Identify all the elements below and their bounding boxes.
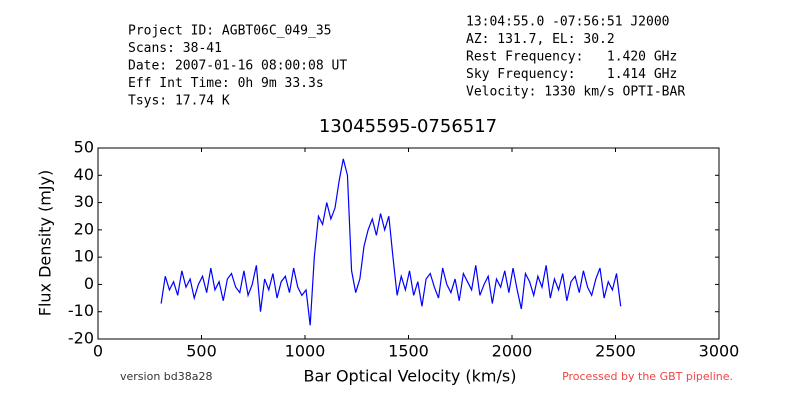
header-line: Scans: 38-41 [128, 41, 222, 56]
header-line: Tsys: 17.74 K [128, 94, 230, 109]
y-tick-label: 30 [74, 192, 94, 211]
y-tick-label: 50 [74, 138, 94, 157]
y-tick-label: 0 [84, 274, 94, 293]
y-tick-label: 20 [74, 219, 94, 238]
version-note: version bd38a28 [120, 370, 213, 383]
header-line: Eff Int Time: 0h 9m 33.3s [128, 76, 324, 91]
x-axis-label: Bar Optical Velocity (km/s) [304, 367, 517, 386]
header-line: Sky Frequency: 1.414 GHz [466, 67, 677, 82]
header-line: 13:04:55.0 -07:56:51 J2000 [466, 15, 670, 30]
header-line: Project ID: AGBT06C_049_35 [128, 24, 332, 39]
plot-frame [97, 147, 720, 340]
y-tick-label: -10 [68, 301, 94, 320]
y-tick-label: 40 [74, 165, 94, 184]
header-line: Date: 2007-01-16 08:00:08 UT [128, 59, 347, 74]
x-tick-label: 1000 [285, 342, 326, 361]
x-tick-label: 500 [186, 342, 217, 361]
x-tick-label: 0 [93, 342, 103, 361]
x-tick-label: 1500 [388, 342, 429, 361]
header-line: Velocity: 1330 km/s OPTI-BAR [466, 85, 685, 100]
x-tick-label: 3000 [699, 342, 740, 361]
chart-title: 13045595-0756517 [319, 116, 497, 137]
x-tick-label: 2000 [492, 342, 533, 361]
y-tick-label: -20 [68, 329, 94, 348]
header-line: AZ: 131.7, EL: 30.2 [466, 32, 615, 47]
y-tick-label: 10 [74, 247, 94, 266]
header-line: Rest Frequency: 1.420 GHz [466, 50, 677, 65]
pipeline-note: Processed by the GBT pipeline. [562, 370, 733, 383]
y-axis-label: Flux Density (mJy) [36, 170, 55, 317]
spectrum-line [160, 158, 622, 326]
x-tick-label: 2500 [595, 342, 636, 361]
